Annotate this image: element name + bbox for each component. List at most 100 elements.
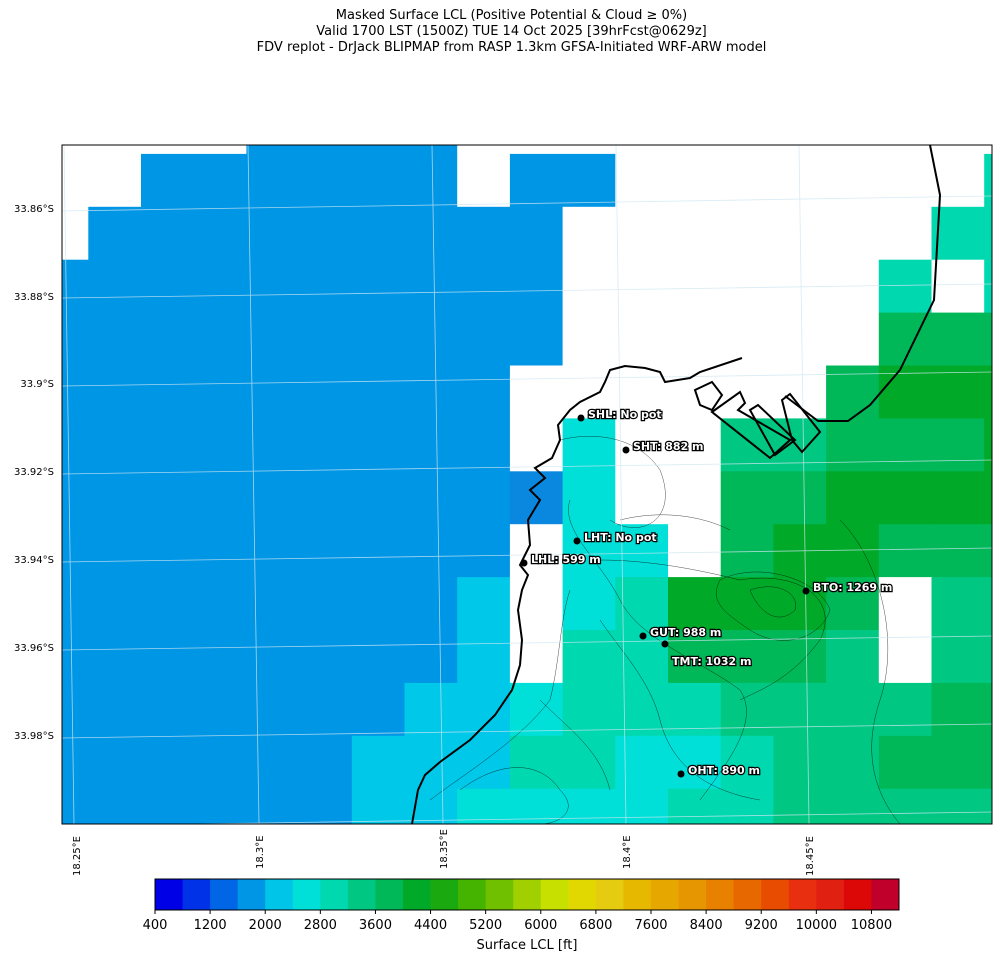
grid-cell [984, 471, 992, 525]
station-lhl[interactable]: LHL: 599 m [520, 552, 602, 567]
grid-cell [246, 524, 300, 578]
grid-cell [457, 471, 511, 525]
grid-cell [878, 206, 933, 261]
grid-cell [878, 471, 933, 525]
grid-cell [826, 577, 880, 631]
grid-cell [457, 418, 511, 472]
grid-cell [404, 206, 458, 261]
grid-cell [457, 682, 511, 737]
grid-cell [62, 735, 89, 790]
colorbar-swatch [843, 879, 872, 910]
grid-cell [457, 630, 511, 684]
grid-cell [246, 630, 300, 684]
station-oht[interactable]: OHT: 890 m [677, 763, 761, 778]
colorbar-tick-label: 10800 [851, 918, 892, 933]
grid-cell [299, 682, 353, 737]
colorbar-swatch [320, 879, 349, 910]
grid-cell [141, 312, 195, 367]
grid-cell [404, 524, 458, 578]
grid-cell [88, 682, 142, 737]
grid-cell [509, 312, 564, 367]
colorbar-tick-label: 6800 [579, 918, 612, 933]
grid-cell [878, 145, 933, 155]
colorbar-swatch [292, 879, 321, 910]
grid-cell [457, 145, 511, 155]
grid-cell [931, 365, 985, 419]
station-label: GUT: 988 m [650, 626, 721, 639]
grid-cell [404, 682, 458, 737]
grid-cell [88, 735, 142, 790]
colorbar-swatch [651, 879, 680, 910]
grid-cell [562, 735, 616, 790]
grid-cell [193, 630, 247, 684]
grid-cell [299, 577, 353, 631]
colorbar-swatch [595, 879, 624, 910]
grid-cell [509, 682, 564, 737]
grid-cell [193, 259, 247, 314]
grid-cell [246, 471, 300, 525]
grid-cell [404, 630, 458, 684]
colorbar-swatch [265, 879, 294, 910]
grid-cell [615, 788, 669, 824]
grid-cell [615, 145, 669, 155]
grid-cell [88, 153, 142, 208]
grid-cell [299, 153, 353, 208]
grid-cell [299, 630, 353, 684]
grid-cell [878, 153, 933, 208]
colorbar-tick-label: 3600 [359, 918, 392, 933]
grid-cell [509, 630, 564, 684]
grid-cell [299, 145, 353, 155]
grid-cell [141, 206, 195, 261]
grid-cell [562, 682, 616, 737]
grid-cell [562, 145, 616, 155]
grid-cell [193, 682, 247, 737]
grid-cell [246, 206, 300, 261]
grid-cell [509, 153, 564, 208]
colorbar-swatch [347, 879, 376, 910]
lat-label: 33.86°S [14, 204, 54, 215]
grid-cell [457, 206, 511, 261]
grid-cell [931, 735, 985, 790]
grid-cell [509, 145, 564, 155]
station-tmt[interactable]: TMT: 1032 m [661, 640, 753, 669]
grid-cell [299, 365, 353, 419]
grid-cell [62, 682, 89, 737]
colorbar-swatch [182, 879, 211, 910]
lon-label: 18.45°E [805, 836, 816, 876]
station-lht[interactable]: LHT: No pot [573, 530, 658, 545]
station-gut[interactable]: GUT: 988 m [639, 625, 723, 640]
station-bto[interactable]: BTO: 1269 m [802, 580, 894, 595]
grid-cell [615, 735, 669, 790]
grid-cell [141, 145, 195, 155]
station-shl[interactable]: SHL: No pot [577, 407, 663, 422]
grid-cell [141, 471, 195, 525]
title-line-2: Valid 1700 LST (1500Z) TUE 14 Oct 2025 [… [316, 24, 707, 39]
grid-cell [193, 788, 247, 824]
grid-cell [826, 630, 880, 684]
grid-cell [404, 418, 458, 472]
grid-cell [931, 788, 985, 824]
station-marker [622, 446, 630, 454]
grid-cell [984, 259, 992, 314]
grid-cell [668, 577, 722, 631]
grid-cell [141, 682, 195, 737]
grid-cell [404, 145, 458, 155]
grid-cell [62, 365, 89, 419]
station-marker [639, 632, 647, 640]
colorbar [155, 879, 900, 910]
grid-cell [878, 788, 933, 824]
colorbar-ticks: 400 1200 2000 2800 3600 4400 5200 6000 6800 7600 8… [143, 910, 892, 933]
station-label: LHT: No pot [584, 531, 657, 544]
station-marker [661, 640, 669, 648]
grid-cell [299, 206, 353, 261]
grid-cell [720, 577, 774, 631]
grid-cell [193, 471, 247, 525]
grid-cell [351, 259, 406, 314]
grid-cell [88, 365, 142, 419]
grid-cell [88, 577, 142, 631]
colorbar-tick-label: 2000 [249, 918, 282, 933]
station-sht[interactable]: SHT: 882 m [622, 439, 705, 454]
lon-label: 18.3°E [255, 835, 266, 869]
station-marker [520, 559, 528, 567]
station-label: BTO: 1269 m [813, 581, 892, 594]
